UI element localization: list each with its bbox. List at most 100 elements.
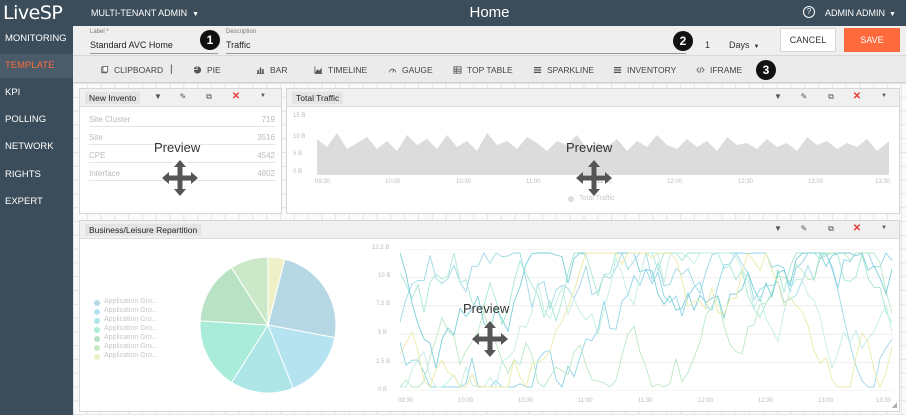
tool-inventory[interactable]: INVENTORY bbox=[613, 65, 676, 75]
legend-label: Total Traffic bbox=[579, 195, 615, 202]
inventory-row-name: Interface bbox=[89, 169, 121, 178]
description-field[interactable]: Traffic bbox=[226, 40, 251, 50]
widget-header[interactable]: Total Traffic ▼ ✎ ⧉ ✕ ▼ bbox=[287, 89, 899, 107]
sidebar-item-template[interactable]: TEMPLATE bbox=[0, 54, 73, 78]
delete-icon[interactable]: ✕ bbox=[231, 91, 241, 102]
help-icon[interactable]: ? bbox=[803, 6, 815, 18]
legend-swatch bbox=[94, 354, 100, 360]
widget-header[interactable]: Business/Leisure Repartition ▼ ✎ ⧉ ✕ ▼ bbox=[80, 221, 899, 239]
widget-toolbar: CLIPBOARD | PIE BAR TIMELINE GAUGE TOP T… bbox=[73, 56, 906, 83]
copy-icon[interactable]: ⧉ bbox=[828, 92, 834, 101]
tenant-selector[interactable]: MULTI-TENANT ADMIN ▼ bbox=[91, 8, 199, 18]
sparkline-icon bbox=[533, 67, 542, 73]
tool-bar[interactable]: BAR bbox=[256, 65, 287, 75]
user-menu[interactable]: ADMIN ADMIN ▼ bbox=[825, 8, 896, 18]
sidebar-item-polling[interactable]: POLLING bbox=[5, 114, 47, 125]
delete-icon[interactable]: ✕ bbox=[852, 223, 862, 234]
tool-iframe[interactable]: IFRAME bbox=[696, 65, 742, 75]
days-unit-select[interactable]: Days ▼ bbox=[729, 40, 759, 50]
days-unit-label: Days bbox=[729, 40, 750, 50]
tool-clipboard-label: CLIPBOARD bbox=[114, 65, 164, 75]
y-tick-label: 0 B bbox=[293, 169, 303, 175]
filter-icon[interactable]: ▼ bbox=[154, 92, 162, 101]
sidebar-item-monitoring[interactable]: MONITORING bbox=[5, 33, 67, 44]
tool-clipboard[interactable]: CLIPBOARD bbox=[100, 65, 163, 75]
tool-iframe-label: IFRAME bbox=[710, 65, 743, 75]
topbar: MULTI-TENANT ADMIN ▼ Home ? ADMIN ADMIN ▼ bbox=[73, 0, 906, 26]
label-field[interactable]: Standard AVC Home bbox=[90, 40, 173, 50]
x-tick-label: 11:00 bbox=[526, 179, 541, 185]
pie-chart bbox=[199, 256, 337, 394]
chevron-down-icon[interactable]: ▼ bbox=[881, 225, 887, 231]
inventory-row-value: 3516 bbox=[257, 133, 275, 142]
series-line bbox=[400, 252, 893, 369]
filter-icon[interactable]: ▼ bbox=[774, 224, 782, 233]
delete-icon[interactable]: ✕ bbox=[852, 91, 862, 102]
copy-icon[interactable]: ⧉ bbox=[828, 224, 834, 233]
inventory-row-value: 719 bbox=[261, 115, 275, 124]
move-icon[interactable] bbox=[472, 321, 508, 357]
tool-sparkline[interactable]: SPARKLINE bbox=[533, 65, 594, 75]
tool-pie[interactable]: PIE bbox=[193, 65, 221, 75]
chevron-down-icon[interactable]: ▼ bbox=[881, 93, 887, 99]
business-leisure-widget[interactable]: Business/Leisure Repartition ▼ ✎ ⧉ ✕ ▼ A… bbox=[79, 220, 900, 412]
edit-icon[interactable]: ✎ bbox=[800, 224, 808, 233]
inventory-widget[interactable]: New Invento ▼ ✎ ⧉ ✕ ▼ Site Cluster 719 Si… bbox=[79, 88, 282, 214]
legend-swatch bbox=[94, 336, 100, 342]
description-field-caption: Description bbox=[226, 29, 257, 35]
sidebar-item-rights[interactable]: RIGHTS bbox=[5, 169, 41, 180]
x-tick-label: 12:00 bbox=[698, 398, 714, 404]
x-tick-label: 13:30 bbox=[875, 179, 891, 185]
sidebar-item-network[interactable]: NETWORK bbox=[5, 141, 54, 152]
chevron-down-icon[interactable]: ▼ bbox=[260, 93, 266, 99]
legend-label: Application Gro... bbox=[104, 352, 158, 359]
label-field-underline bbox=[90, 53, 218, 54]
x-tick-label: 12:00 bbox=[667, 179, 683, 185]
pie-icon bbox=[193, 66, 202, 74]
table-icon bbox=[453, 66, 462, 74]
copy-icon[interactable]: ⧉ bbox=[206, 92, 212, 101]
widget-header[interactable]: New Invento ▼ ✎ ⧉ ✕ ▼ bbox=[80, 89, 281, 107]
x-tick-label: 12:30 bbox=[758, 398, 774, 404]
save-button[interactable]: SAVE bbox=[844, 28, 900, 52]
y-tick-label: 12.5 B bbox=[372, 245, 390, 251]
move-icon[interactable] bbox=[576, 160, 612, 196]
legend-swatch bbox=[94, 345, 100, 351]
x-tick-label: 11:30 bbox=[638, 398, 653, 404]
resize-handle-icon[interactable]: ◢ bbox=[891, 402, 897, 409]
sidebar: LiveSP MONITORING TEMPLATE KPI POLLING N… bbox=[0, 0, 73, 415]
sidebar-item-kpi[interactable]: KPI bbox=[5, 87, 21, 98]
y-tick-label: 0 B bbox=[378, 387, 388, 393]
x-tick-label: 10:00 bbox=[385, 179, 401, 185]
total-traffic-widget[interactable]: Total Traffic ▼ ✎ ⧉ ✕ ▼ 15 B 10 B 5 B 0 … bbox=[286, 88, 900, 214]
tool-top-table[interactable]: TOP TABLE bbox=[453, 65, 513, 75]
sidebar-item-expert[interactable]: EXPERT bbox=[5, 196, 43, 207]
legend-swatch bbox=[94, 318, 100, 324]
template-edit-bar: Label * Standard AVC Home Description Tr… bbox=[73, 26, 906, 56]
x-tick-label: 10:00 bbox=[458, 398, 474, 404]
filter-icon[interactable]: ▼ bbox=[774, 92, 782, 101]
cancel-button[interactable]: CANCEL bbox=[780, 28, 836, 52]
pie-slice bbox=[230, 323, 294, 394]
y-tick-label: 15 B bbox=[293, 113, 306, 119]
x-tick-label: 11:00 bbox=[578, 398, 593, 404]
y-tick-label: 2.5 B bbox=[376, 359, 391, 365]
annotation-badge-2: 2 bbox=[673, 31, 693, 51]
y-tick-label: 10 B bbox=[293, 134, 306, 140]
pie-slice bbox=[199, 320, 269, 384]
label-field-caption: Label * bbox=[90, 29, 109, 35]
timeline-icon bbox=[314, 66, 323, 74]
edit-icon[interactable]: ✎ bbox=[179, 92, 187, 101]
inventory-row: Site 3516 bbox=[89, 133, 275, 145]
widget-title: Business/Leisure Repartition bbox=[85, 224, 202, 236]
widget-title: New Invento bbox=[85, 92, 141, 104]
tool-gauge[interactable]: GAUGE bbox=[388, 65, 433, 75]
edit-icon[interactable]: ✎ bbox=[800, 92, 808, 101]
tool-sparkline-label: SPARKLINE bbox=[547, 65, 595, 75]
chevron-down-icon: ▼ bbox=[192, 11, 200, 18]
dashboard-grid: New Invento ▼ ✎ ⧉ ✕ ▼ Site Cluster 719 Si… bbox=[73, 83, 906, 415]
move-icon[interactable] bbox=[162, 160, 198, 196]
tool-timeline[interactable]: TIMELINE bbox=[314, 65, 367, 75]
chevron-down-icon: ▼ bbox=[889, 11, 896, 18]
days-count-input[interactable]: 1 bbox=[705, 40, 711, 50]
